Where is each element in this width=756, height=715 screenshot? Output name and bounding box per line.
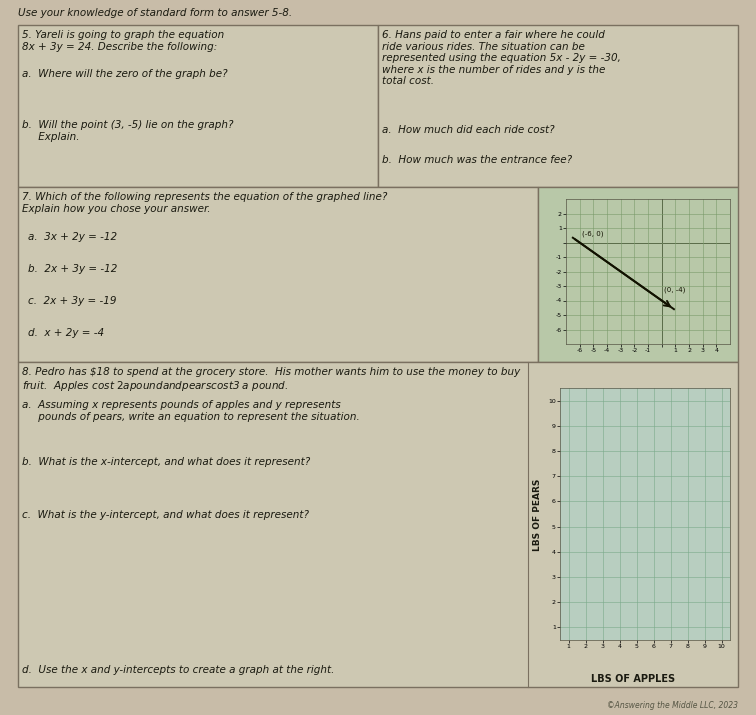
Text: a.  Where will the zero of the graph be?: a. Where will the zero of the graph be? bbox=[22, 69, 228, 79]
Text: ©Answering the Middle LLC, 2023: ©Answering the Middle LLC, 2023 bbox=[607, 701, 738, 710]
Text: b.  How much was the entrance fee?: b. How much was the entrance fee? bbox=[382, 155, 572, 165]
Text: b.  2x + 3y = -12: b. 2x + 3y = -12 bbox=[28, 264, 117, 274]
Text: c.  2x + 3y = -19: c. 2x + 3y = -19 bbox=[28, 296, 116, 306]
Text: a.  3x + 2y = -12: a. 3x + 2y = -12 bbox=[28, 232, 117, 242]
Text: 8. Pedro has $18 to spend at the grocery store.  His mother wants him to use the: 8. Pedro has $18 to spend at the grocery… bbox=[22, 367, 520, 393]
Text: a.  Assuming x represents pounds of apples and y represents
     pounds of pears: a. Assuming x represents pounds of apple… bbox=[22, 400, 360, 422]
Bar bbox=[538, 187, 738, 362]
Text: 7. Which of the following represents the equation of the graphed line?
Explain h: 7. Which of the following represents the… bbox=[22, 192, 387, 214]
Text: 5. Yareli is going to graph the equation
8x + 3y = 24. Describe the following:: 5. Yareli is going to graph the equation… bbox=[22, 30, 225, 51]
Text: b.  Will the point (3, -5) lie on the graph?
     Explain.: b. Will the point (3, -5) lie on the gra… bbox=[22, 120, 234, 142]
Bar bbox=[18, 187, 538, 362]
Text: d.  Use the x and y-intercepts to create a graph at the right.: d. Use the x and y-intercepts to create … bbox=[22, 665, 334, 675]
Bar bbox=[18, 362, 738, 687]
Text: LBS OF APPLES: LBS OF APPLES bbox=[591, 674, 675, 684]
Text: (0, -4): (0, -4) bbox=[664, 287, 685, 293]
Bar bbox=[18, 25, 378, 187]
Text: b.  What is the x-intercept, and what does it represent?: b. What is the x-intercept, and what doe… bbox=[22, 457, 310, 467]
Text: Use your knowledge of standard form to answer 5-8.: Use your knowledge of standard form to a… bbox=[18, 8, 292, 18]
Text: 6. Hans paid to enter a fair where he could
ride various rides. The situation ca: 6. Hans paid to enter a fair where he co… bbox=[382, 30, 621, 87]
Text: a.  How much did each ride cost?: a. How much did each ride cost? bbox=[382, 125, 555, 135]
Text: c.  What is the y-intercept, and what does it represent?: c. What is the y-intercept, and what doe… bbox=[22, 510, 309, 520]
Text: LBS OF PEARS: LBS OF PEARS bbox=[534, 478, 543, 551]
Text: (-6, 0): (-6, 0) bbox=[582, 230, 604, 237]
Text: d.  x + 2y = -4: d. x + 2y = -4 bbox=[28, 328, 104, 338]
Bar bbox=[378, 25, 738, 187]
